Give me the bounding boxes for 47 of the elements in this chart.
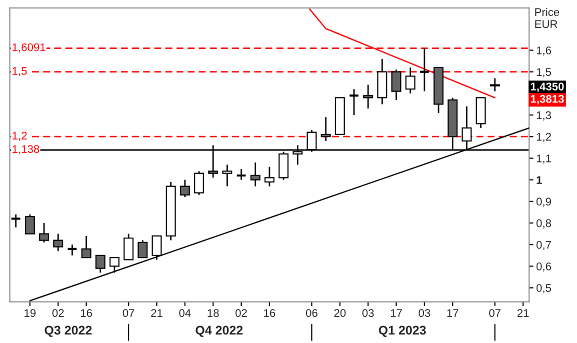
candlestick xyxy=(490,78,500,92)
x-tick-label: 16 xyxy=(264,309,276,317)
text: 1,4350 xyxy=(530,82,564,92)
y-tick-label: 1,1 xyxy=(536,154,551,164)
y-tick-label: 1 xyxy=(536,176,542,184)
x-tick-label: 03 xyxy=(418,309,430,317)
x-tick-label: 17 xyxy=(447,309,458,317)
ref-line-label: 1,5 xyxy=(12,67,27,76)
candlestick xyxy=(377,58,388,105)
x-tick-label: 04 xyxy=(179,309,191,317)
x-tick-label: 02 xyxy=(236,309,247,317)
x-tick-label: 07 xyxy=(489,309,501,317)
y-tick-label: 1,5 xyxy=(536,68,552,78)
x2-tick-label: Q4 2022 xyxy=(196,326,243,337)
x-tick-label: 21 xyxy=(517,309,529,317)
y-tick-label: 0,9 xyxy=(536,198,551,207)
y-tick-label: 0,6 xyxy=(536,262,552,272)
candlestick xyxy=(405,66,416,94)
x-tick-label: 21 xyxy=(151,309,162,317)
x-tick-label: 07 xyxy=(122,309,134,317)
x-tick-label: 06 xyxy=(306,309,318,317)
candlestick xyxy=(418,48,430,92)
candlestick xyxy=(250,162,260,187)
x-tick-label: 02 xyxy=(52,309,64,317)
ref-line-label: 1,2 xyxy=(12,132,27,141)
y-tick-label: 0,5 xyxy=(536,284,552,294)
x-tick-label: 16 xyxy=(80,309,92,317)
candlestick xyxy=(391,68,402,101)
x-tick-label: 17 xyxy=(390,309,402,317)
text: 1,3813 xyxy=(530,94,564,104)
candlestick xyxy=(320,116,331,142)
x-tick-label: 03 xyxy=(362,309,374,317)
y-axis-title: Price EUR xyxy=(535,8,560,28)
y-tick-label: 1,2 xyxy=(536,132,551,142)
x2-tick-label: Q1 2023 xyxy=(378,326,426,337)
candlestick xyxy=(222,164,232,187)
x-tick-label: 18 xyxy=(208,309,219,317)
y-tick-label: 1,3 xyxy=(536,111,552,120)
ref-line-label: 1,6091 xyxy=(12,43,46,53)
y-tick-label: 1,6 xyxy=(536,46,552,56)
candlestick xyxy=(363,84,374,110)
ref-line-label: 1,138 xyxy=(12,145,40,154)
x-tick-label: 20 xyxy=(334,309,346,317)
y-tick-label: 0,7 xyxy=(536,240,551,250)
x2-tick-label: Q3 2022 xyxy=(44,326,92,337)
y-tick-label: 0,8 xyxy=(536,219,552,228)
x-tick-label: 19 xyxy=(24,309,36,317)
